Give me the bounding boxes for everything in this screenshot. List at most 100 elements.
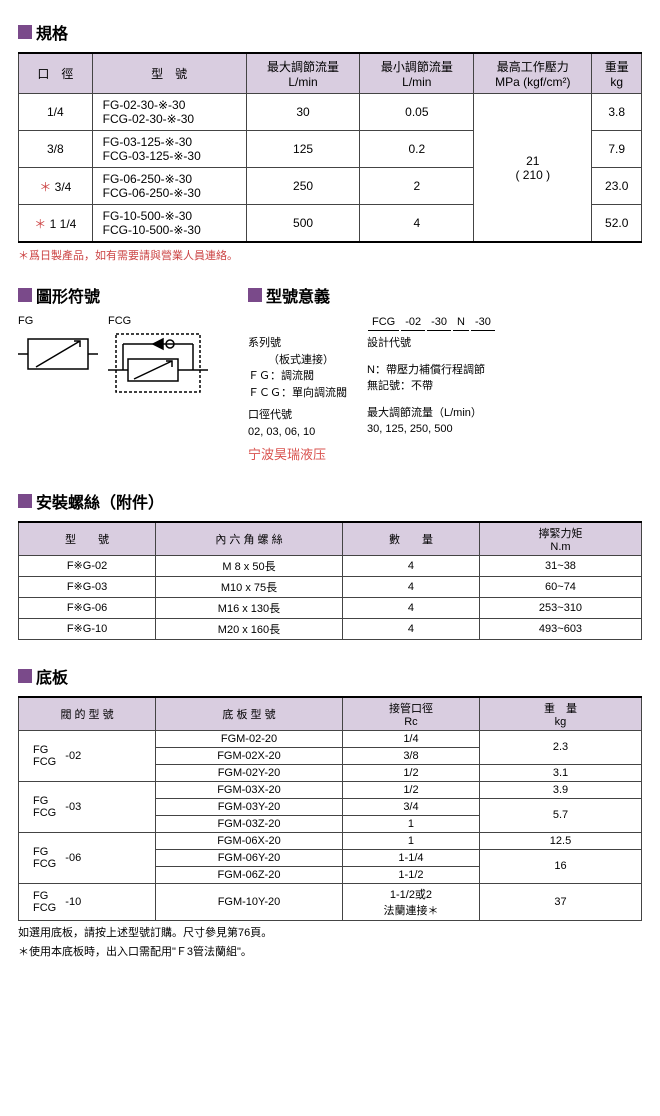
- col-pressure: 最高工作壓力 MPa (kgf/cm²): [474, 53, 592, 94]
- spec-min_flow: 2: [360, 168, 474, 205]
- base-port: 1-1/2: [342, 866, 479, 883]
- n-none: 無記號：不帶: [367, 378, 485, 395]
- square-marker-icon: [18, 669, 32, 683]
- screw-screw: M10 x 75長: [156, 576, 343, 597]
- model-meaning-diagram: FCG -02 -30 N -30 系列號 （板式連接） ＦＧ：調流閥 ＦＣＧ：…: [248, 315, 642, 465]
- col-screw-model: 型 號: [19, 522, 156, 556]
- base-port: 1-1/4: [342, 849, 479, 866]
- screw-torque: 60~74: [479, 576, 641, 597]
- base-port: 1/2: [342, 781, 479, 798]
- base-model: FGM-03X-20: [156, 781, 343, 798]
- spec-title-text: 規格: [36, 20, 68, 44]
- screw-qty: 4: [342, 597, 479, 618]
- base-model: FGM-02-20: [156, 730, 343, 747]
- spec-model: FG-06-250-※-30FCG-06-250-※-30: [92, 168, 246, 205]
- base-heading: 底板: [18, 664, 642, 688]
- base-weight: 16: [479, 849, 641, 883]
- seg-n: N: [453, 315, 469, 331]
- col-screw-qty: 數 量: [342, 522, 479, 556]
- fg-label: FG: [18, 315, 98, 327]
- spec-weight: 52.0: [592, 205, 642, 243]
- spec-weight: 23.0: [592, 168, 642, 205]
- screw-qty: 4: [342, 555, 479, 576]
- fcg-desc: ＦＣＧ：單向調流閥: [248, 385, 347, 402]
- spec-table: 口 徑 型 號 最大調節流量 L/min 最小調節流量 L/min 最高工作壓力…: [18, 52, 642, 243]
- screw-qty: 4: [342, 576, 479, 597]
- col-screw-torque: 擰緊力矩 N.m: [479, 522, 641, 556]
- bore-vals: 02, 03, 06, 10: [248, 424, 347, 441]
- base-note2: ＊使用本底板時，出入口需配用"Ｆ3管法蘭組"。: [18, 943, 642, 959]
- base-weight: 37: [479, 883, 641, 920]
- fg-symbol-icon: [18, 329, 98, 384]
- col-minflow: 最小調節流量 L/min: [360, 53, 474, 94]
- spec-model: FG-03-125-※-30FCG-03-125-※-30: [92, 131, 246, 168]
- base-model: FGM-06Z-20: [156, 866, 343, 883]
- spec-bore: 1/4: [19, 94, 93, 131]
- screw-torque: 493~603: [479, 618, 641, 639]
- base-port: 1: [342, 832, 479, 849]
- fcg-symbol-icon: [108, 329, 208, 399]
- col-bweight: 重 量 kg: [479, 697, 641, 731]
- spec-bore: ＊ 1 1/4: [19, 205, 93, 243]
- square-marker-icon: [18, 288, 32, 302]
- base-port: 3/8: [342, 747, 479, 764]
- seg-design: -30: [471, 315, 495, 331]
- seg-series: FCG: [368, 315, 399, 331]
- symbol-title-text: 圖形符號: [36, 283, 100, 307]
- series-sub: （板式連接）: [248, 352, 347, 369]
- watermark-text: 宁波昊瑞液压: [248, 446, 642, 464]
- maxflow-vals: 30, 125, 250, 500: [367, 421, 485, 438]
- spec-max_flow: 30: [246, 94, 360, 131]
- screws-heading: 安裝螺絲（附件）: [18, 489, 642, 513]
- spec-min_flow: 4: [360, 205, 474, 243]
- col-weight: 重量 kg: [592, 53, 642, 94]
- base-port: 1/2: [342, 764, 479, 781]
- base-valve: FGFCG -03: [19, 781, 156, 832]
- design-label: 設計代號: [367, 335, 485, 352]
- square-marker-icon: [18, 494, 32, 508]
- base-model: FGM-03Y-20: [156, 798, 343, 815]
- base-port: 1-1/2或2 法蘭連接＊: [342, 883, 479, 920]
- screw-torque: 253~310: [479, 597, 641, 618]
- base-model: FGM-06Y-20: [156, 849, 343, 866]
- fg-desc: ＦＧ：調流閥: [248, 368, 347, 385]
- screw-screw: M16 x 130長: [156, 597, 343, 618]
- base-weight: 3.1: [479, 764, 641, 781]
- spec-heading: 規格: [18, 20, 642, 44]
- base-weight: 2.3: [479, 730, 641, 764]
- screw-qty: 4: [342, 618, 479, 639]
- base-table: 閥 的 型 號 底 板 型 號 接管口徑 Rc 重 量 kg FGFCG -02…: [18, 696, 642, 921]
- screw-model: F※G-02: [19, 555, 156, 576]
- base-port: 3/4: [342, 798, 479, 815]
- bore-label: 口徑代號: [248, 407, 347, 424]
- symbol-heading: 圖形符號: [18, 283, 218, 307]
- screw-screw: M20 x 160長: [156, 618, 343, 639]
- square-marker-icon: [18, 25, 32, 39]
- series-label: 系列號: [248, 335, 347, 352]
- meaning-title-text: 型號意義: [266, 283, 330, 307]
- base-model: FGM-03Z-20: [156, 815, 343, 832]
- seg-flow: -30: [427, 315, 451, 331]
- col-screw-spec: 內 六 角 螺 絲: [156, 522, 343, 556]
- col-maxflow: 最大調節流量 L/min: [246, 53, 360, 94]
- screw-screw: M 8 x 50長: [156, 555, 343, 576]
- screw-model: F※G-06: [19, 597, 156, 618]
- fcg-label: FCG: [108, 315, 208, 327]
- screw-model: F※G-10: [19, 618, 156, 639]
- spec-bore: ＊ 3/4: [19, 168, 93, 205]
- base-port: 1/4: [342, 730, 479, 747]
- spec-bore: 3/8: [19, 131, 93, 168]
- col-valve: 閥 的 型 號: [19, 697, 156, 731]
- base-weight: 3.9: [479, 781, 641, 798]
- spec-model: FG-02-30-※-30FCG-02-30-※-30: [92, 94, 246, 131]
- screws-table: 型 號 內 六 角 螺 絲 數 量 擰緊力矩 N.m F※G-02M 8 x 5…: [18, 521, 642, 640]
- meaning-heading: 型號意義: [248, 283, 642, 307]
- base-title-text: 底板: [36, 664, 68, 688]
- col-bore: 口 徑: [19, 53, 93, 94]
- spec-min_flow: 0.2: [360, 131, 474, 168]
- spec-weight: 3.8: [592, 94, 642, 131]
- spec-weight: 7.9: [592, 131, 642, 168]
- spec-max_flow: 500: [246, 205, 360, 243]
- col-port: 接管口徑 Rc: [342, 697, 479, 731]
- spec-min_flow: 0.05: [360, 94, 474, 131]
